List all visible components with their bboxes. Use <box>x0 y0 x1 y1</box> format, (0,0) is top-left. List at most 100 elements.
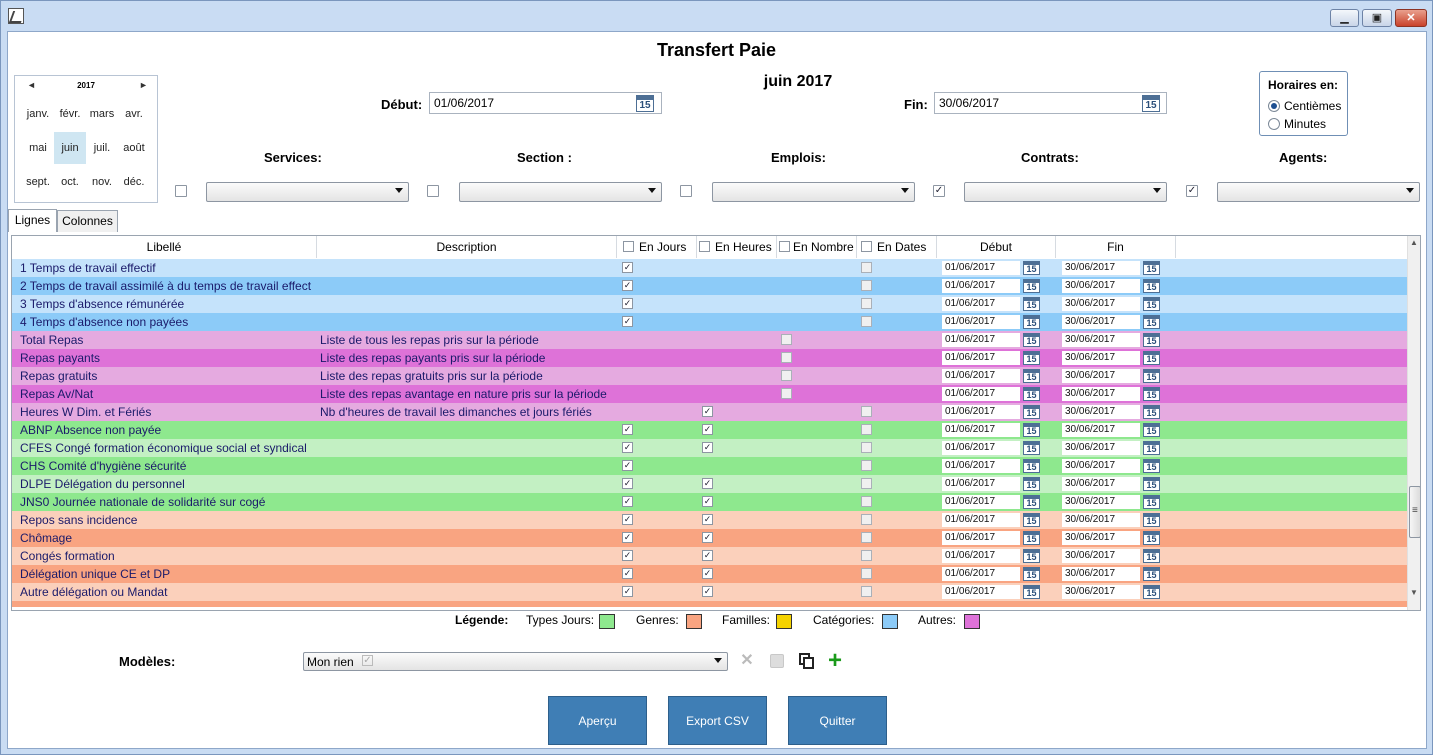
row-en-heures-checkbox[interactable]: ✓ <box>702 406 713 417</box>
row-en-nombre-checkbox[interactable] <box>781 352 792 363</box>
calendar-month[interactable]: janv. <box>26 108 50 120</box>
row-fin-calendar-icon[interactable]: 15 <box>1143 531 1160 545</box>
row-fin-calendar-icon[interactable]: 15 <box>1143 333 1160 347</box>
row-debut-calendar-icon[interactable]: 15 <box>1023 405 1040 419</box>
row-en-dates-checkbox[interactable] <box>861 442 872 453</box>
row-fin-calendar-icon[interactable]: 15 <box>1143 387 1160 401</box>
row-fin-calendar-icon[interactable]: 15 <box>1143 261 1160 275</box>
row-en-jours-checkbox[interactable]: ✓ <box>622 478 633 489</box>
debut-date-input[interactable]: 01/06/2017 <box>429 92 662 114</box>
row-en-jours-checkbox[interactable]: ✓ <box>622 280 633 291</box>
row-en-heures-checkbox[interactable]: ✓ <box>702 586 713 597</box>
row-fin-date[interactable]: 30/06/2017 <box>1062 441 1140 455</box>
row-en-heures-checkbox[interactable]: ✓ <box>702 532 713 543</box>
row-debut-date[interactable]: 01/06/2017 <box>942 369 1020 383</box>
row-debut-calendar-icon[interactable]: 15 <box>1023 441 1040 455</box>
services-select[interactable] <box>206 182 409 202</box>
row-fin-calendar-icon[interactable]: 15 <box>1143 513 1160 527</box>
calendar-month[interactable]: oct. <box>61 176 79 188</box>
row-en-jours-checkbox[interactable]: ✓ <box>622 532 633 543</box>
row-en-jours-checkbox[interactable]: ✓ <box>622 460 633 471</box>
row-debut-calendar-icon[interactable]: 15 <box>1023 585 1040 599</box>
row-en-heures-checkbox[interactable]: ✓ <box>702 550 713 561</box>
row-en-jours-checkbox[interactable]: ✓ <box>622 424 633 435</box>
close-button[interactable]: ✕ <box>1395 9 1427 27</box>
row-en-dates-checkbox[interactable] <box>861 550 872 561</box>
col-en-nombre[interactable]: En Nombre <box>777 236 857 258</box>
row-en-dates-checkbox[interactable] <box>861 568 872 579</box>
col-en-dates[interactable]: En Dates <box>857 236 937 258</box>
row-debut-calendar-icon[interactable]: 15 <box>1023 477 1040 491</box>
row-en-dates-checkbox[interactable] <box>861 262 872 273</box>
row-fin-calendar-icon[interactable]: 15 <box>1143 405 1160 419</box>
row-en-dates-checkbox[interactable] <box>861 424 872 435</box>
tab-colonnes[interactable]: Colonnes <box>57 210 118 232</box>
table-row[interactable]: CFES Congé formation économique social e… <box>12 439 1407 457</box>
row-en-nombre-checkbox[interactable] <box>781 370 792 381</box>
row-fin-date[interactable]: 30/06/2017 <box>1062 423 1140 437</box>
scroll-up-icon[interactable]: ▲ <box>1410 238 1418 247</box>
minutes-radio[interactable] <box>1268 118 1280 130</box>
table-row[interactable]: JNS0 Journée nationale de solidarité sur… <box>12 493 1407 511</box>
row-fin-date[interactable]: 30/06/2017 <box>1062 531 1140 545</box>
calendar-month[interactable]: mars <box>89 108 115 120</box>
scroll-thumb[interactable]: ≡ <box>1409 486 1420 538</box>
row-en-jours-checkbox[interactable]: ✓ <box>622 442 633 453</box>
table-row[interactable]: 4 Temps d'absence non payées ✓ 01/06/2017 1… <box>12 313 1407 331</box>
section-checkbox[interactable] <box>427 185 439 197</box>
row-fin-date[interactable]: 30/06/2017 <box>1062 549 1140 563</box>
row-fin-date[interactable]: 30/06/2017 <box>1062 369 1140 383</box>
row-en-jours-checkbox[interactable]: ✓ <box>622 262 633 273</box>
row-debut-calendar-icon[interactable]: 15 <box>1023 495 1040 509</box>
row-en-heures-checkbox[interactable]: ✓ <box>702 424 713 435</box>
apercu-button[interactable]: Aperçu <box>548 696 647 745</box>
row-debut-calendar-icon[interactable]: 15 <box>1023 459 1040 473</box>
calendar-month[interactable]: mai <box>29 142 47 154</box>
row-en-heures-checkbox[interactable]: ✓ <box>702 496 713 507</box>
table-row[interactable]: Repos sans incidence ✓ ✓ 01/06/2017 15 30/06/… <box>12 511 1407 529</box>
row-debut-date[interactable]: 01/06/2017 <box>942 567 1020 581</box>
en-dates-all-checkbox[interactable] <box>861 241 872 252</box>
row-debut-calendar-icon[interactable]: 15 <box>1023 351 1040 365</box>
row-debut-calendar-icon[interactable]: 15 <box>1023 333 1040 347</box>
scroll-down-icon[interactable]: ▼ <box>1410 588 1418 597</box>
row-en-jours-checkbox[interactable]: ✓ <box>622 586 633 597</box>
row-fin-date[interactable]: 30/06/2017 <box>1062 495 1140 509</box>
row-debut-calendar-icon[interactable]: 15 <box>1023 513 1040 527</box>
export-csv-button[interactable]: Export CSV <box>668 696 767 745</box>
contrats-checkbox[interactable]: ✓ <box>933 185 945 197</box>
table-row[interactable]: ABNP Absence non payée ✓ ✓ 01/06/2017 15 30/0… <box>12 421 1407 439</box>
row-debut-calendar-icon[interactable]: 15 <box>1023 387 1040 401</box>
row-fin-date[interactable]: 30/06/2017 <box>1062 567 1140 581</box>
debut-calendar-icon[interactable]: 15 <box>636 95 654 112</box>
row-en-jours-checkbox[interactable]: ✓ <box>622 496 633 507</box>
agents-select[interactable] <box>1217 182 1420 202</box>
modeles-select[interactable]: Mon rien ✓ <box>303 652 728 671</box>
row-debut-date[interactable]: 01/06/2017 <box>942 423 1020 437</box>
agents-checkbox[interactable]: ✓ <box>1186 185 1198 197</box>
calendar-month[interactable]: déc. <box>123 176 145 188</box>
row-fin-date[interactable]: 30/06/2017 <box>1062 585 1140 599</box>
row-en-nombre-checkbox[interactable] <box>781 388 792 399</box>
section-select[interactable] <box>459 182 662 202</box>
row-en-jours-checkbox[interactable]: ✓ <box>622 298 633 309</box>
row-debut-date[interactable]: 01/06/2017 <box>942 297 1020 311</box>
row-fin-calendar-icon[interactable]: 15 <box>1143 351 1160 365</box>
row-debut-calendar-icon[interactable]: 15 <box>1023 531 1040 545</box>
row-en-dates-checkbox[interactable] <box>861 478 872 489</box>
row-en-heures-checkbox[interactable]: ✓ <box>702 568 713 579</box>
fin-calendar-icon[interactable]: 15 <box>1142 95 1160 112</box>
row-debut-date[interactable]: 01/06/2017 <box>942 585 1020 599</box>
emplois-select[interactable] <box>712 182 915 202</box>
row-fin-calendar-icon[interactable]: 15 <box>1143 567 1160 581</box>
col-en-jours[interactable]: En Jours <box>617 236 697 258</box>
row-en-dates-checkbox[interactable] <box>861 280 872 291</box>
row-debut-date[interactable]: 01/06/2017 <box>942 333 1020 347</box>
row-en-heures-checkbox[interactable]: ✓ <box>702 514 713 525</box>
delete-icon[interactable]: ✕ <box>740 652 754 669</box>
row-debut-calendar-icon[interactable]: 15 <box>1023 549 1040 563</box>
centiemes-radio[interactable] <box>1268 100 1280 112</box>
services-checkbox[interactable] <box>175 185 187 197</box>
calendar-prev-icon[interactable]: ◄ <box>27 80 36 90</box>
row-debut-date[interactable]: 01/06/2017 <box>942 513 1020 527</box>
